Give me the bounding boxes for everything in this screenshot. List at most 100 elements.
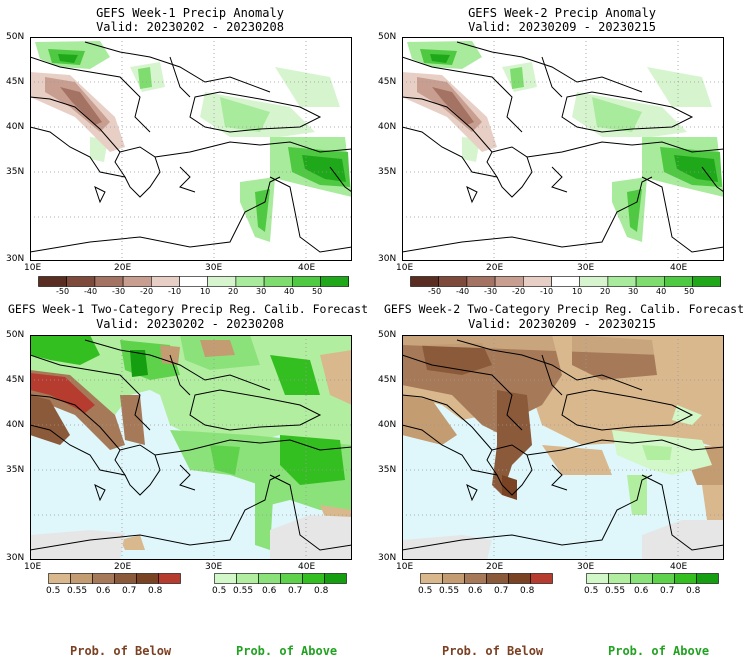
colorbar-swatch xyxy=(464,573,487,584)
lon-label: 40E xyxy=(298,562,316,572)
anomaly-colorbar-label: 20 xyxy=(600,287,611,296)
colorbar-swatch xyxy=(151,276,180,287)
lon-label: 10E xyxy=(24,562,42,572)
lat-label: 35N xyxy=(6,465,25,475)
above-normal-shading xyxy=(612,405,712,515)
colorbar-swatch xyxy=(664,276,693,287)
prob-below-label: Prob. of Below xyxy=(442,644,544,658)
colorbar-swatch xyxy=(258,573,281,584)
lon-label: 10E xyxy=(396,263,414,273)
lat-label: 50N xyxy=(378,32,397,42)
colorbar-swatch xyxy=(466,276,496,287)
colorbar-swatch xyxy=(66,276,96,287)
anomaly-colorbar-label: 40 xyxy=(284,287,295,296)
above-colorbar-label: 0.8 xyxy=(686,586,701,596)
colorbar-swatch xyxy=(692,276,722,287)
colorbar-swatch xyxy=(38,276,68,287)
colorbar-swatch xyxy=(551,276,581,287)
positive-anomaly-shading xyxy=(35,41,352,242)
panel-title-tr: GEFS Week-2 Precip Anomaly xyxy=(468,6,656,20)
anomaly-colorbar-label: -20 xyxy=(140,287,154,296)
below-colorbar-label: 0.8 xyxy=(148,586,163,596)
coastlines xyxy=(30,41,352,253)
colorbar-swatch xyxy=(530,573,553,584)
lat-label: 50N xyxy=(6,32,25,42)
positive-anomaly-shading xyxy=(407,41,724,242)
lon-label: 20E xyxy=(486,263,504,273)
colorbar-swatch xyxy=(652,573,675,584)
above-colorbar-br xyxy=(586,573,719,584)
colorbar-swatch xyxy=(438,276,468,287)
probability-map-week2 xyxy=(402,335,724,560)
lat-label: 30N xyxy=(6,553,25,563)
lat-label: 30N xyxy=(378,254,397,264)
lat-label: 45N xyxy=(378,375,397,385)
below-colorbar-label: 0.8 xyxy=(520,586,535,596)
prob-below-label: Prob. of Below xyxy=(70,644,172,658)
colorbar-swatch xyxy=(324,573,347,584)
colorbar-swatch xyxy=(92,573,115,584)
below-normal-shading xyxy=(30,340,352,550)
panel-valid-br: Valid: 20230209 - 20230215 xyxy=(468,317,656,331)
colorbar-swatch xyxy=(442,573,465,584)
below-colorbar-bl xyxy=(48,573,181,584)
lon-label: 20E xyxy=(486,562,504,572)
above-colorbar-label: 0.8 xyxy=(314,586,329,596)
colorbar-swatch xyxy=(494,276,524,287)
below-colorbar-label: 0.6 xyxy=(468,586,483,596)
lat-label: 40N xyxy=(6,420,25,430)
coastlines xyxy=(402,339,724,551)
anomaly-colorbar-label: -30 xyxy=(484,287,498,296)
lon-label: 30E xyxy=(205,562,223,572)
colorbar-swatch xyxy=(122,276,152,287)
colorbar-swatch xyxy=(94,276,124,287)
prob-above-label: Prob. of Above xyxy=(608,644,710,658)
panel-valid-tl: Valid: 20230202 - 20230208 xyxy=(96,20,284,34)
above-colorbar-label: 0.6 xyxy=(262,586,277,596)
colorbar-swatch xyxy=(302,573,325,584)
anomaly-colorbar-label: 10 xyxy=(200,287,211,296)
colorbar-swatch xyxy=(696,573,719,584)
anomaly-colorbar-label: -50 xyxy=(428,287,442,296)
panel-title-tl: GEFS Week-1 Precip Anomaly xyxy=(96,6,284,20)
above-colorbar-bl xyxy=(214,573,347,584)
negative-anomaly-shading xyxy=(402,72,497,152)
colorbar-swatch xyxy=(630,573,653,584)
panel-title-bl: GEFS Week-1 Two-Category Precip Reg. Cal… xyxy=(7,302,369,316)
anomaly-colorbar-label: -50 xyxy=(56,287,70,296)
colorbar-swatch xyxy=(586,573,609,584)
colorbar-swatch xyxy=(608,573,631,584)
colorbar-swatch xyxy=(523,276,552,287)
panel-title-br: GEFS Week-2 Two-Category Precip Reg. Cal… xyxy=(383,302,745,316)
colorbar-swatch xyxy=(48,573,71,584)
no-skill-shading xyxy=(30,530,125,560)
anomaly-colorbar-label: -40 xyxy=(456,287,470,296)
colorbar-swatch xyxy=(158,573,181,584)
no-skill-shading xyxy=(270,515,352,560)
colorbar-swatch xyxy=(136,573,159,584)
colorbar-swatch xyxy=(280,573,303,584)
colorbar-swatch xyxy=(236,573,259,584)
colorbar-swatch xyxy=(292,276,321,287)
colorbar-swatch xyxy=(635,276,665,287)
anomaly-colorbar-label: 50 xyxy=(312,287,323,296)
anomaly-colorbar-label: -20 xyxy=(512,287,526,296)
lon-label: 40E xyxy=(670,562,688,572)
lon-label: 30E xyxy=(205,263,223,273)
lat-label: 30N xyxy=(378,553,397,563)
below-normal-shading xyxy=(402,335,724,525)
colorbar-swatch xyxy=(410,276,440,287)
colorbar-swatch xyxy=(486,573,509,584)
coastlines xyxy=(30,339,352,551)
anomaly-colorbar-label: -10 xyxy=(540,287,554,296)
anomaly-colorbar-label: 50 xyxy=(684,287,695,296)
no-skill-shading xyxy=(402,535,492,560)
lon-label: 30E xyxy=(577,263,595,273)
above-colorbar-label: 0.55 xyxy=(605,586,626,596)
above-normal-shading xyxy=(30,335,352,550)
lat-label: 45N xyxy=(6,375,25,385)
lon-label: 10E xyxy=(396,562,414,572)
colorbar-swatch xyxy=(263,276,293,287)
lat-label: 45N xyxy=(6,77,25,87)
colorbar-swatch xyxy=(235,276,265,287)
